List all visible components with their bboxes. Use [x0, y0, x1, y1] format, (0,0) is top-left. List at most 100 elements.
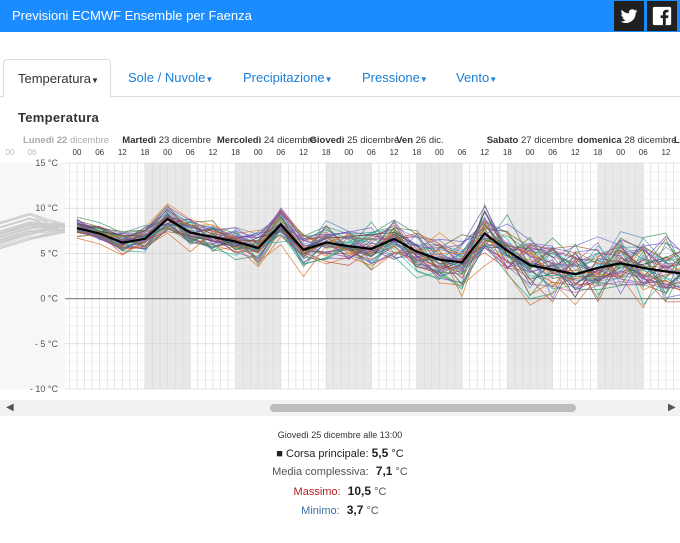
tab-pressione[interactable]: Pressione▼	[362, 59, 428, 97]
tab-precipitazione[interactable]: Precipitazione▼	[243, 59, 333, 97]
tab-label: Sole / Nuvole	[128, 70, 206, 85]
hour-tick-label: 18	[412, 148, 421, 157]
unit: °C	[391, 448, 404, 460]
ensemble-member-line	[76, 210, 680, 277]
tooltip-mean: Media complessiva: 7,1 °C	[0, 464, 680, 478]
y-tick-label: 5 °C	[40, 248, 58, 258]
ensemble-member-line	[76, 227, 680, 299]
unit: °C	[366, 505, 379, 517]
tab-vento[interactable]: Vento▼	[456, 59, 497, 97]
caret-down-icon: ▼	[324, 75, 333, 84]
facebook-button[interactable]	[647, 1, 677, 31]
hour-tick-label: 12	[208, 148, 217, 157]
hour-tick-label: 00	[254, 148, 263, 157]
hour-tick-label: 00	[344, 148, 353, 157]
y-tick-label: - 5 °C	[35, 339, 59, 349]
min-value: 3,7	[346, 503, 364, 517]
tab-label: Pressione	[362, 70, 420, 85]
tab-temperatura[interactable]: Temperatura▼	[3, 59, 111, 98]
hour-tick-label: 00	[526, 148, 535, 157]
ensemble-lead-line	[0, 224, 66, 238]
hour-tick-label: 18	[140, 148, 149, 157]
mean-label: Media complessiva:	[272, 466, 369, 478]
scroll-left-arrow[interactable]: ◀	[6, 402, 14, 413]
ensemble-lead-line	[0, 224, 66, 249]
y-tick-label: 0 °C	[40, 294, 58, 304]
hour-tick-label-faded: 00	[6, 148, 15, 157]
tooltip-max: Massimo: 10,5 °C	[0, 484, 680, 498]
facebook-icon	[652, 6, 672, 26]
ensemble-lead-line	[0, 231, 66, 248]
ensemble-member-line	[76, 214, 680, 309]
hour-tick-label: 06	[276, 148, 285, 157]
day-label: domenica 28 dicembre	[577, 135, 676, 146]
hour-tick-label: 06	[548, 148, 557, 157]
tab-bar: Temperatura▼ Sole / Nuvole▼ Precipitazio…	[0, 59, 680, 98]
tab-label: Vento	[456, 70, 490, 85]
caret-down-icon: ▼	[419, 75, 428, 84]
y-tick-label: - 10 °C	[30, 384, 59, 394]
hour-tick-label: 18	[231, 148, 240, 157]
hour-tick-label: 06	[458, 148, 467, 157]
ensemble-member-line	[76, 226, 680, 306]
hour-tick-label: 00	[616, 148, 625, 157]
ensemble-member-line	[76, 218, 680, 289]
scrollbar-thumb[interactable]	[270, 404, 576, 412]
ensemble-member-line	[76, 206, 680, 290]
app-title: Previsioni ECMWF Ensemble per Faenza	[12, 8, 252, 23]
ensemble-member-line	[76, 208, 680, 278]
ensemble-member-line	[76, 223, 680, 287]
caret-down-icon: ▼	[90, 76, 99, 85]
hour-tick-label: 00	[73, 148, 82, 157]
hour-tick-label: 06	[367, 148, 376, 157]
hour-tick-label: 12	[299, 148, 308, 157]
day-label: Lunedì 22 dicembre	[23, 135, 109, 146]
temperature-chart[interactable]: 15 °C 10 °C 5 °C 0 °C - 5 °C - 10 °C 00 06 12 18 0…	[0, 130, 680, 395]
max-label: Massimo:	[293, 486, 341, 498]
hour-tick-label: 12	[571, 148, 580, 157]
tooltip-date: Giovedì 25 dicembre alle 13:00	[277, 430, 403, 440]
max-value: 10,5	[347, 484, 372, 498]
twitter-icon	[620, 9, 638, 23]
ensemble-lead-line	[0, 221, 66, 232]
ensemble-lead-line	[0, 213, 66, 225]
tab-sole-nuvole[interactable]: Sole / Nuvole▼	[128, 59, 213, 97]
ensemble-lead-line	[0, 212, 66, 226]
hour-tick-label: 06	[186, 148, 195, 157]
scroll-right-arrow[interactable]: ▶	[668, 402, 676, 413]
hour-tick-label: 00	[435, 148, 444, 157]
ensemble-lead-line	[0, 229, 66, 240]
ensemble-lead-line	[0, 224, 66, 241]
main-run-line	[76, 217, 680, 276]
plot-overflow-area	[0, 163, 65, 389]
main-run-value: 5,5	[371, 446, 389, 460]
ensemble-lead-line	[0, 224, 66, 236]
hour-tick-label: 00	[163, 148, 172, 157]
mean-value: 7,1	[375, 464, 393, 478]
day-label: Sabato 27 dicembre	[487, 135, 574, 146]
caret-down-icon: ▼	[205, 75, 214, 84]
day-label: Ven 26 dic.	[396, 135, 444, 146]
ensemble-member-line	[76, 224, 680, 303]
ensemble-member-line	[76, 210, 680, 300]
caret-down-icon: ▼	[489, 75, 498, 84]
day-label: Martedì 23 dicembre	[122, 135, 211, 146]
ensemble-lead-line	[0, 223, 66, 234]
chart-title: Temperatura	[18, 110, 100, 125]
hour-tick-label: 12	[480, 148, 489, 157]
y-tick-label: 15 °C	[35, 158, 58, 168]
tooltip-min: Minimo: 3,7 °C	[0, 503, 680, 517]
hour-tick-label: 18	[503, 148, 512, 157]
main-run-label: ■ Corsa principale:	[276, 448, 369, 460]
unit: °C	[374, 486, 387, 498]
tooltip-main-run: ■ Corsa principale: 5,5 °C	[0, 446, 680, 460]
hour-tick-label: 12	[390, 148, 399, 157]
unit: °C	[395, 466, 408, 478]
twitter-button[interactable]	[614, 1, 644, 31]
ensemble-lead-line	[0, 223, 66, 233]
ensemble-member-line	[76, 210, 680, 282]
hour-tick-label: 18	[593, 148, 602, 157]
ensemble-lead-line	[0, 217, 66, 228]
header-bar: Previsioni ECMWF Ensemble per Faenza	[0, 0, 680, 32]
hour-tick-label: 18	[322, 148, 331, 157]
